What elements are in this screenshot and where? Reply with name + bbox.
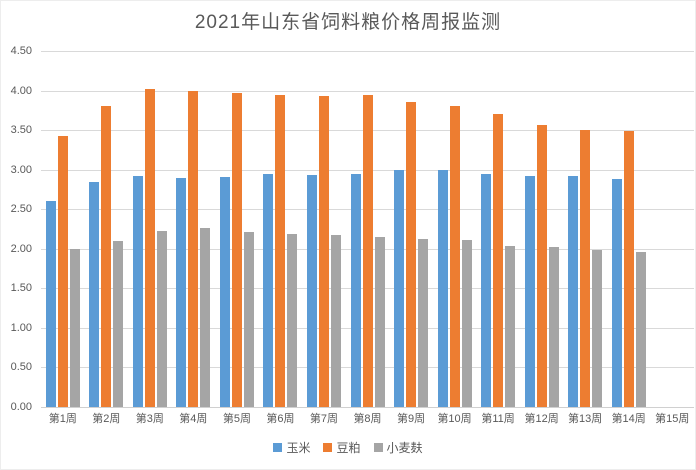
y-tick-label: 0.50	[10, 361, 32, 373]
x-axis-line	[41, 407, 694, 408]
bar-小麦麸-第12周	[549, 247, 559, 407]
bar-豆粕-第7周	[319, 96, 329, 407]
x-tick-label: 第7周	[309, 413, 339, 425]
legend-swatch-icon	[373, 443, 383, 452]
legend-label: 豆粕	[336, 441, 361, 455]
x-tick-label: 第9周	[396, 413, 426, 425]
bar-豆粕-第9周	[406, 102, 416, 407]
bar-豆粕-第14周	[624, 131, 634, 407]
bar-小麦麸-第2周	[113, 241, 123, 407]
y-tick-label: 4.50	[10, 45, 32, 57]
legend-swatch-icon	[323, 443, 333, 452]
bar-豆粕-第6周	[275, 95, 285, 407]
y-tick-label: 2.50	[10, 203, 32, 215]
bar-豆粕-第10周	[450, 106, 460, 407]
bar-小麦麸-第8周	[375, 237, 385, 407]
bar-豆粕-第5周	[232, 93, 242, 407]
bar-豆粕-第13周	[580, 130, 590, 407]
bar-豆粕-第8周	[363, 95, 373, 407]
bar-豆粕-第12周	[537, 125, 547, 407]
bar-玉米-第2周	[89, 182, 99, 407]
x-tick-label: 第12周	[524, 413, 559, 425]
x-tick-label: 第14周	[611, 413, 646, 425]
y-tick-label: 1.50	[10, 282, 32, 294]
bar-小麦麸-第1周	[70, 249, 80, 407]
gridline	[41, 51, 694, 52]
y-tick-label: 2.00	[10, 243, 32, 255]
legend-label: 小麦麸	[386, 441, 423, 455]
bar-小麦麸-第4周	[200, 228, 210, 407]
y-tick-label: 3.50	[10, 124, 32, 136]
bar-豆粕-第1周	[58, 136, 68, 407]
x-tick-label: 第11周	[481, 413, 515, 425]
legend-item-玉米: 玉米	[273, 439, 310, 456]
x-tick-label: 第2周	[92, 413, 121, 425]
x-tick-label: 第13周	[568, 413, 603, 425]
bar-小麦麸-第9周	[418, 239, 428, 407]
bar-小麦麸-第7周	[331, 235, 341, 407]
legend-swatch-icon	[273, 443, 283, 452]
bar-小麦麸-第10周	[462, 240, 472, 407]
x-tick-label: 第8周	[353, 413, 382, 425]
bar-玉米-第10周	[438, 170, 448, 407]
x-tick-label: 第6周	[266, 413, 295, 425]
bar-豆粕-第11周	[493, 114, 503, 407]
x-tick-label: 第15周	[655, 413, 690, 425]
bar-玉米-第4周	[176, 178, 186, 407]
bar-玉米-第8周	[351, 174, 361, 407]
bar-小麦麸-第3周	[157, 231, 167, 407]
bar-玉米-第1周	[46, 201, 56, 407]
bar-玉米-第5周	[220, 177, 230, 407]
bar-小麦麸-第14周	[636, 252, 646, 407]
bar-玉米-第11周	[481, 174, 491, 407]
bar-玉米-第6周	[263, 174, 273, 407]
y-tick-label: 0.00	[10, 401, 32, 413]
bar-小麦麸-第13周	[592, 250, 602, 407]
bar-玉米-第14周	[612, 179, 622, 407]
gridline	[41, 91, 694, 92]
legend: 玉米 豆粕 小麦麸	[1, 439, 695, 456]
bar-玉米-第13周	[568, 176, 578, 407]
bar-玉米-第9周	[394, 170, 404, 407]
y-tick-label: 1.00	[10, 322, 32, 334]
y-tick-label: 3.00	[10, 164, 32, 176]
bar-豆粕-第3周	[145, 89, 155, 407]
legend-item-豆粕: 豆粕	[323, 439, 361, 456]
bar-小麦麸-第11周	[505, 246, 515, 407]
x-tick-label: 第4周	[179, 413, 208, 425]
x-tick-label: 第1周	[48, 413, 77, 425]
bar-小麦麸-第6周	[287, 234, 297, 407]
bar-豆粕-第4周	[188, 91, 198, 407]
legend-label: 玉米	[286, 441, 311, 455]
chart-title: 2021年山东省饲料粮价格周报监测	[194, 12, 502, 33]
x-tick-label: 第3周	[135, 413, 164, 425]
x-tick-label: 第5周	[222, 413, 251, 425]
bar-小麦麸-第5周	[244, 232, 254, 407]
bar-玉米-第12周	[525, 176, 535, 407]
bar-豆粕-第2周	[101, 106, 111, 407]
y-tick-label: 4.00	[10, 85, 32, 97]
x-tick-label: 第10周	[437, 413, 472, 425]
bar-玉米-第7周	[307, 175, 317, 407]
bar-玉米-第3周	[133, 176, 143, 407]
legend-item-小麦麸: 小麦麸	[373, 439, 423, 456]
